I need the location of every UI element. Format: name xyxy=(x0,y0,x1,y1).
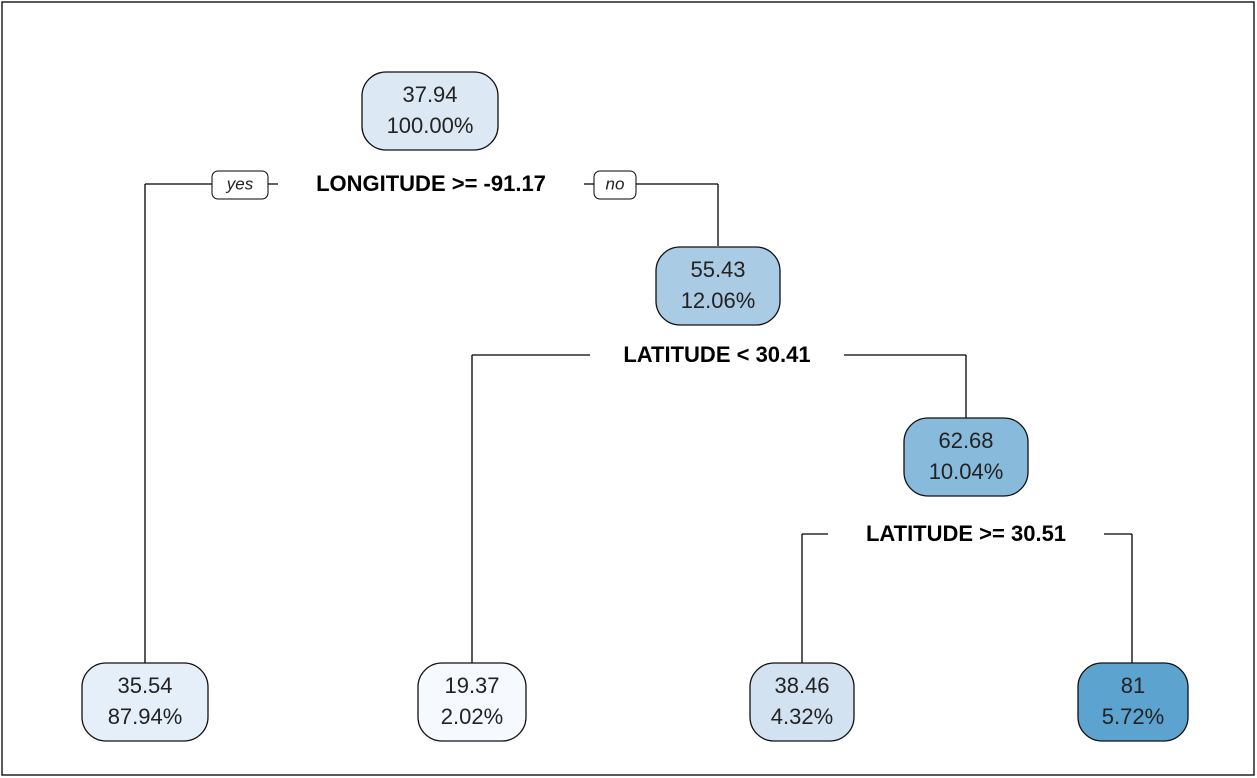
node-percent: 4.32% xyxy=(771,704,833,729)
split-label: LONGITUDE >= -91.17 xyxy=(316,171,546,196)
node-percent: 100.00% xyxy=(387,113,474,138)
split-label-bg xyxy=(278,170,584,198)
branch-box xyxy=(211,170,269,200)
node-value: 55.43 xyxy=(690,257,745,282)
tree-node xyxy=(417,662,527,742)
node-value: 37.94 xyxy=(402,82,457,107)
node-percent: 87.94% xyxy=(108,704,183,729)
branch-box xyxy=(593,170,637,200)
node-percent: 10.04% xyxy=(929,459,1004,484)
node-value: 38.46 xyxy=(774,673,829,698)
node-value: 81 xyxy=(1121,673,1145,698)
split-label: LATITUDE >= 30.51 xyxy=(866,521,1066,546)
split-label: LATITUDE < 30.41 xyxy=(623,342,810,367)
tree-node xyxy=(1077,662,1189,742)
tree-node xyxy=(361,71,499,151)
node-percent: 2.02% xyxy=(441,704,503,729)
tree-node xyxy=(749,662,855,742)
node-value: 19.37 xyxy=(444,673,499,698)
branch-label: yes xyxy=(226,174,254,193)
node-percent: 12.06% xyxy=(681,288,756,313)
split-label-bg xyxy=(828,520,1104,548)
node-value: 62.68 xyxy=(938,428,993,453)
node-percent: 5.72% xyxy=(1102,704,1164,729)
node-value: 35.54 xyxy=(117,673,172,698)
split-label-bg xyxy=(590,341,844,369)
branch-label: no xyxy=(606,174,625,193)
tree-node xyxy=(81,662,209,742)
tree-node xyxy=(655,246,781,326)
tree-node xyxy=(903,417,1029,497)
